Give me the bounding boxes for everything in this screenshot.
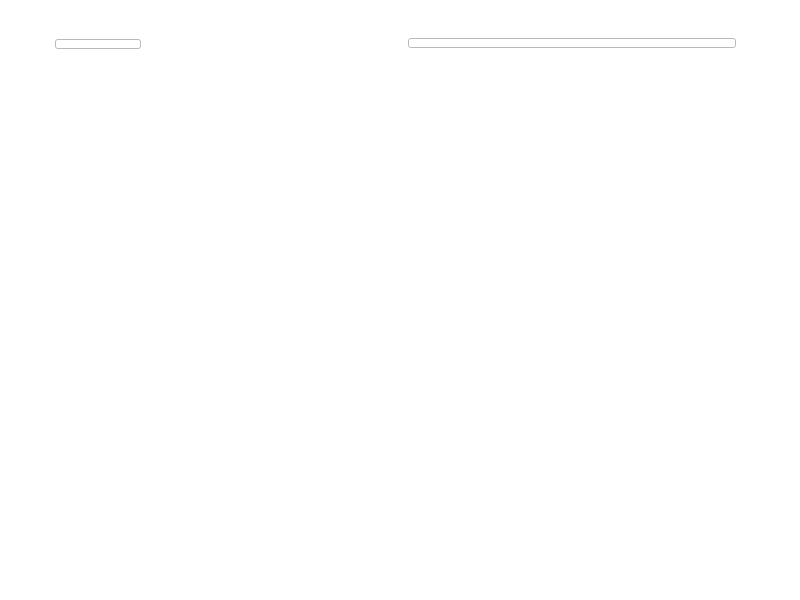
legend-psd bbox=[55, 39, 141, 49]
legend-shapers bbox=[408, 38, 736, 48]
